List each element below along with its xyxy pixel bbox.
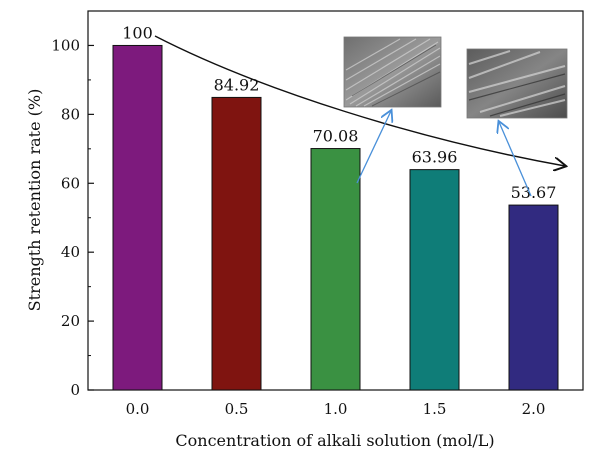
x-tick-label: 1.0 [324,400,348,418]
y-tick-label: 20 [61,312,80,330]
x-tick-label: 0.5 [225,400,249,418]
y-axis-title: Strength retention rate (%) [25,89,44,312]
y-tick-label: 40 [61,243,80,261]
bar-value-label: 84.92 [214,75,260,94]
y-tick-label: 80 [61,105,80,123]
inset-pointer-1 [356,111,391,184]
inset-pointer-2 [499,122,532,197]
y-tick-label: 100 [51,36,80,54]
y-tick-label: 0 [70,381,80,399]
x-axis-title: Concentration of alkali solution (mol/L) [175,431,494,450]
bar-0.0 [112,44,163,391]
bars-group [112,44,559,391]
bar-value-label: 70.08 [313,127,359,146]
x-tick-label: 1.5 [423,400,447,418]
y-axis: 0 20 40 60 80 100 [51,36,94,399]
bar-0.5 [211,96,262,391]
bar-2.0 [508,204,559,391]
bar-value-label: 53.67 [511,183,557,202]
bar-value-label: 100 [122,23,153,42]
y-tick-label: 60 [61,174,80,192]
x-tick-label: 2.0 [522,400,546,418]
trend-arrow [154,35,565,166]
data-labels-group: 100 84.92 70.08 63.96 53.67 [122,23,556,202]
x-tick-label: 0.0 [126,400,150,418]
x-axis: 0.0 0.5 1.0 1.5 2.0 [126,384,546,418]
sem-inset-2 [466,48,568,119]
bar-1.5 [409,169,460,391]
bar-1.0 [310,148,361,391]
sem-inset-1 [343,36,442,108]
bar-value-label: 63.96 [412,148,458,167]
